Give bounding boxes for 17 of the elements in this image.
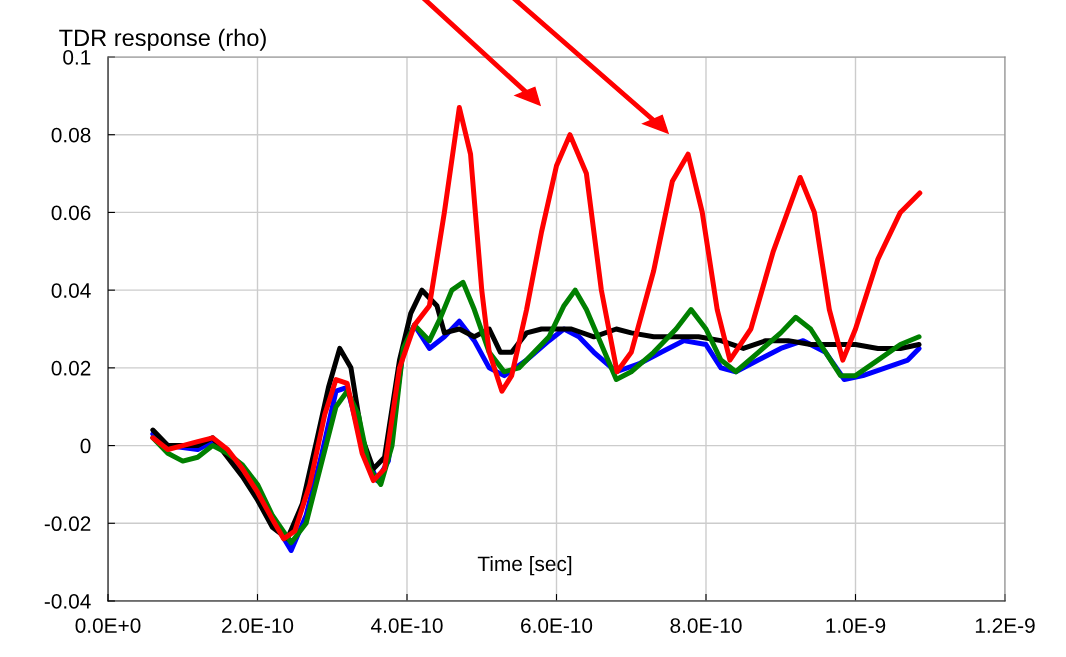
y-tick-label: 0.08 bbox=[51, 127, 91, 143]
y-tick-label: 0.02 bbox=[51, 360, 91, 376]
y-tick-label: 0 bbox=[80, 438, 91, 454]
y-tick-label: 0.04 bbox=[51, 283, 91, 298]
x-tick-label: 2.0E-10 bbox=[222, 618, 294, 633]
x-axis-title: Time [sec] bbox=[477, 555, 572, 576]
chart-title: TDR response (rho) bbox=[59, 28, 266, 51]
x-tick-label: 8.0E-10 bbox=[670, 618, 742, 633]
x-tick-label: 1.2E-9 bbox=[975, 618, 1035, 633]
y-tick-label: 0.1 bbox=[63, 50, 91, 65]
y-tick-label: -0.04 bbox=[44, 594, 91, 609]
x-tick-label: 0.0E+0 bbox=[75, 618, 141, 633]
x-tick-label: 4.0E-10 bbox=[371, 618, 443, 633]
y-tick-label: 0.06 bbox=[51, 205, 91, 221]
x-tick-label: 1.0E-9 bbox=[826, 618, 886, 633]
y-tick-label: -0.02 bbox=[44, 516, 91, 532]
x-tick-label: 6.0E-10 bbox=[521, 618, 593, 633]
